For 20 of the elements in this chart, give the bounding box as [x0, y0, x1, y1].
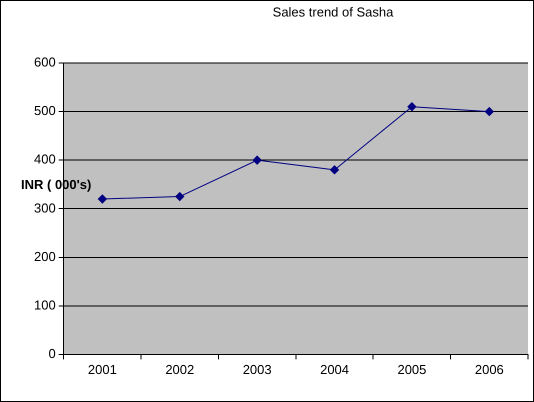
y-tick-label: 300	[34, 200, 56, 216]
chart-title: Sales trend of Sasha	[272, 4, 394, 20]
point	[330, 165, 340, 174]
x-tick-label: 2003	[242, 362, 272, 377]
x-tick-label: 2005	[397, 362, 426, 377]
y-tick-label: 0	[48, 346, 56, 361]
y-tick-label: 100	[34, 297, 56, 312]
point	[484, 107, 494, 116]
x-tick-label: 2001	[88, 362, 117, 377]
y-tick-label: 200	[34, 248, 56, 264]
y-tick-label: 400	[34, 152, 56, 167]
point	[175, 192, 184, 202]
x-tick-label: 2002	[165, 362, 194, 377]
x-tick-label: 2004	[320, 362, 349, 377]
x-tick-label: 2006	[474, 362, 504, 377]
point	[252, 156, 262, 165]
y-tick-label: 500	[34, 103, 56, 118]
point	[98, 194, 107, 204]
y-tick-label: 600	[34, 54, 56, 70]
point	[407, 102, 416, 112]
